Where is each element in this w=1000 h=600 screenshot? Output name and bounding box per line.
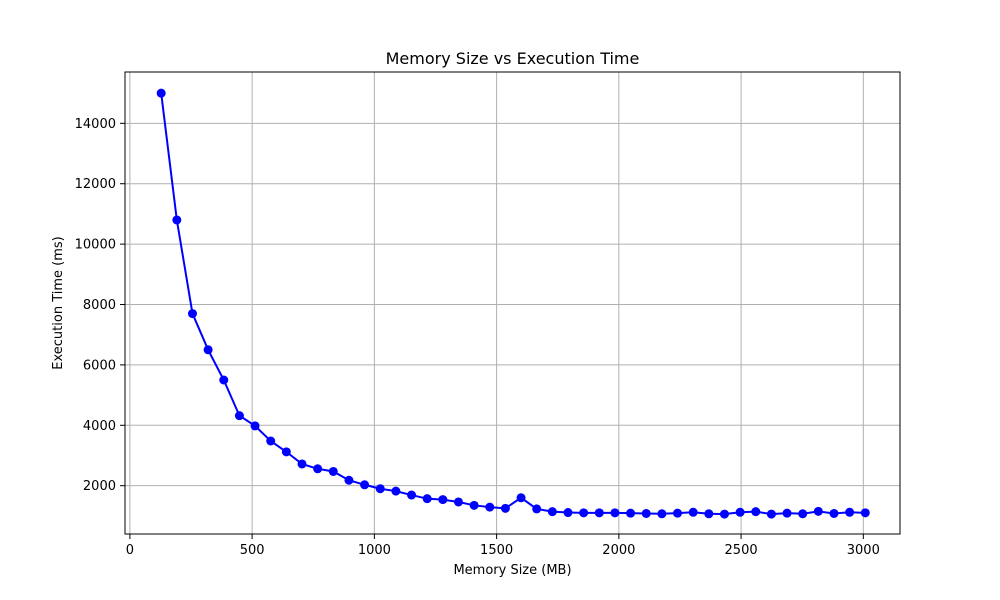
data-point (735, 507, 745, 517)
x-tick-label: 2500 (725, 543, 758, 558)
data-point (281, 447, 291, 457)
data-point (453, 497, 463, 507)
y-axis: 2000 4000 6000 8000 10000 12000 14000 (75, 117, 125, 494)
data-point (673, 508, 683, 518)
data-point (344, 475, 354, 485)
data-point (532, 504, 542, 514)
data-point (798, 509, 808, 519)
y-tick-label: 2000 (83, 479, 116, 494)
data-point (500, 503, 510, 513)
data-point (234, 411, 244, 421)
data-point (579, 508, 589, 518)
x-tick-label: 2000 (602, 543, 635, 558)
data-point (360, 480, 370, 490)
data-point (266, 436, 276, 446)
data-point (766, 509, 776, 519)
data-point (422, 494, 432, 504)
data-point (782, 508, 792, 518)
data-point (375, 484, 385, 494)
data-point (829, 508, 839, 518)
x-tick-label: 0 (126, 543, 134, 558)
data-point (438, 495, 448, 505)
data-point (156, 88, 166, 98)
data-point (328, 466, 338, 476)
data-point (516, 493, 526, 503)
x-axis-label: Memory Size (MB) (453, 563, 571, 578)
data-point (172, 215, 182, 225)
y-tick-label: 10000 (75, 238, 116, 253)
data-point (845, 507, 855, 517)
data-point (813, 506, 823, 516)
data-point (688, 507, 698, 517)
data-point (547, 507, 557, 517)
y-tick-label: 4000 (83, 419, 116, 434)
y-tick-label: 6000 (83, 358, 116, 373)
x-tick-label: 500 (240, 543, 265, 558)
data-point (641, 508, 651, 518)
data-point (563, 508, 573, 518)
data-point (610, 508, 620, 518)
data-point (250, 421, 260, 431)
series-layer (156, 88, 870, 519)
chart-title: Memory Size vs Execution Time (386, 49, 640, 68)
x-tick-label: 1500 (480, 543, 513, 558)
data-point (657, 509, 667, 519)
data-point (297, 459, 307, 469)
data-point (626, 508, 636, 518)
plot-frame (124, 71, 901, 535)
y-tick-label: 14000 (75, 117, 116, 132)
grid (125, 72, 900, 534)
data-point (860, 508, 870, 518)
data-point (469, 500, 479, 510)
series-line (160, 93, 866, 516)
x-tick-label: 3000 (847, 543, 880, 558)
data-point (187, 309, 197, 319)
data-point (719, 509, 729, 519)
x-axis: 0 500 1000 1500 2000 2500 3000 (126, 534, 880, 558)
x-tick-label: 1000 (358, 543, 391, 558)
y-axis-label: Execution Time (ms) (51, 236, 66, 369)
data-point (704, 509, 714, 519)
data-point (313, 464, 323, 474)
data-point (751, 507, 761, 517)
data-point (407, 490, 417, 500)
data-point (219, 375, 229, 385)
data-point (203, 345, 213, 355)
data-point (391, 486, 401, 496)
data-point (485, 502, 495, 512)
y-tick-label: 8000 (83, 298, 116, 313)
data-point (594, 508, 604, 518)
y-tick-label: 12000 (75, 177, 116, 192)
